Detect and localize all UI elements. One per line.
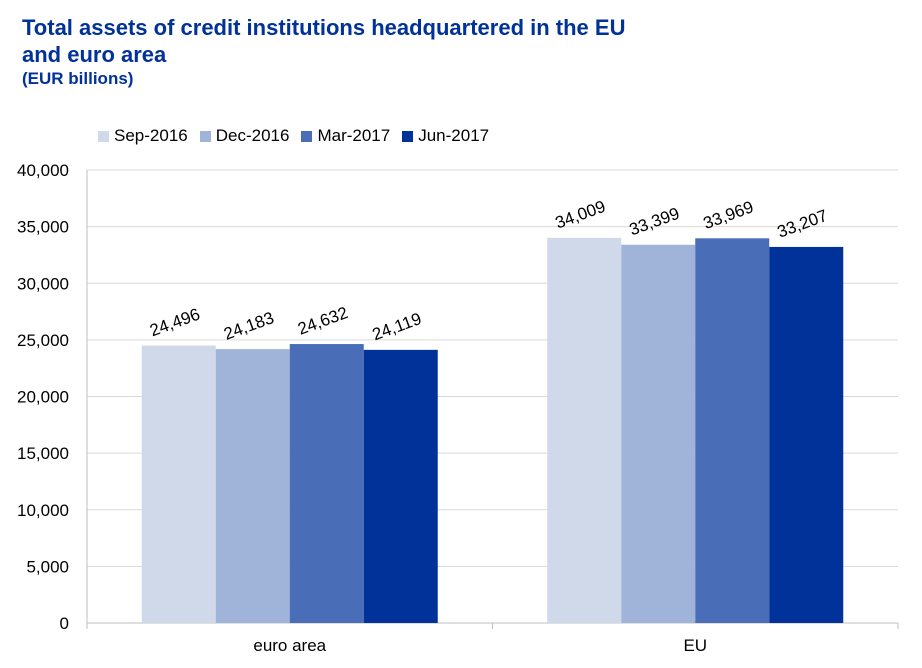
bar [141, 345, 216, 623]
y-tick-label: 10,000 [17, 501, 69, 520]
y-tick-label: 35,000 [17, 218, 69, 237]
legend-item: Mar-2017 [301, 126, 390, 146]
legend-swatch [98, 130, 109, 142]
data-label: 24,119 [370, 309, 424, 344]
data-label: 34,009 [553, 197, 608, 233]
data-label: 24,183 [221, 308, 276, 344]
bar [215, 349, 290, 623]
x-category-label: EU [683, 636, 707, 655]
legend-item: Sep-2016 [98, 126, 188, 146]
data-label: 33,207 [775, 206, 830, 242]
bar [695, 238, 770, 623]
y-tick-label: 40,000 [17, 161, 69, 180]
y-tick-label: 0 [60, 614, 69, 633]
x-category-label: euro area [253, 636, 326, 655]
legend-item: Jun-2017 [402, 126, 489, 146]
y-tick-label: 5,000 [26, 557, 69, 576]
y-tick-label: 30,000 [17, 274, 69, 293]
bar [289, 344, 364, 623]
legend-label: Dec-2016 [215, 126, 290, 145]
data-label: 33,399 [627, 204, 682, 240]
data-label: 33,969 [701, 197, 756, 233]
bar [769, 246, 844, 623]
legend-swatch [402, 130, 414, 142]
chart-title-block: Total assets of credit institutions head… [22, 14, 625, 90]
legend-label: Jun-2017 [418, 126, 490, 145]
bar [621, 244, 696, 623]
legend-item: Dec-2016 [199, 126, 290, 146]
chart-legend: Sep-2016 Dec-2016 Mar-2017 Jun-2017 [98, 126, 489, 146]
bar [547, 237, 622, 623]
chart-title-line-1: Total assets of credit institutions head… [22, 15, 626, 40]
y-tick-label: 25,000 [17, 331, 69, 350]
legend-label: Sep-2016 [114, 126, 188, 145]
y-tick-label: 20,000 [17, 388, 69, 407]
legend-swatch [301, 130, 313, 142]
chart-subtitle: (EUR billions) [22, 69, 134, 88]
y-tick-label: 15,000 [17, 444, 69, 463]
legend-swatch [199, 130, 211, 142]
bar [363, 349, 438, 623]
legend-label: Mar-2017 [317, 126, 391, 145]
data-label: 24,632 [295, 303, 350, 339]
chart-title-line-2: and euro area [22, 42, 167, 67]
data-label: 24,496 [147, 305, 202, 341]
